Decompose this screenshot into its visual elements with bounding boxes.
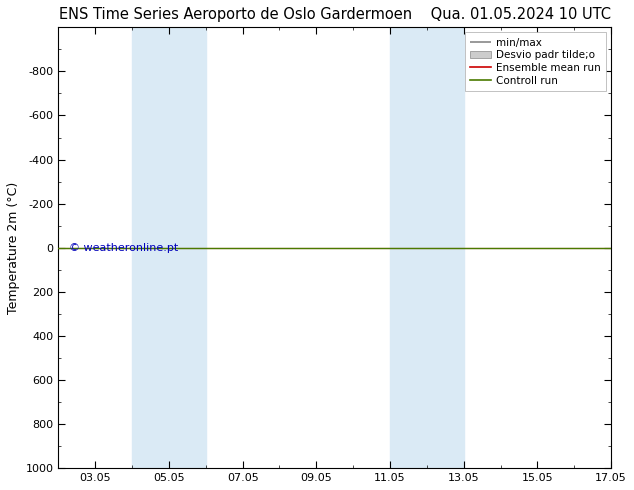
Y-axis label: Temperature 2m (°C): Temperature 2m (°C) <box>7 182 20 314</box>
Bar <box>390 27 463 468</box>
Title: ENS Time Series Aeroporto de Oslo Gardermoen    Qua. 01.05.2024 10 UTC: ENS Time Series Aeroporto de Oslo Garder… <box>59 7 611 22</box>
Text: © weatheronline.pt: © weatheronline.pt <box>69 243 179 253</box>
Bar <box>132 27 206 468</box>
Legend: min/max, Desvio padr tilde;o, Ensemble mean run, Controll run: min/max, Desvio padr tilde;o, Ensemble m… <box>465 32 606 91</box>
